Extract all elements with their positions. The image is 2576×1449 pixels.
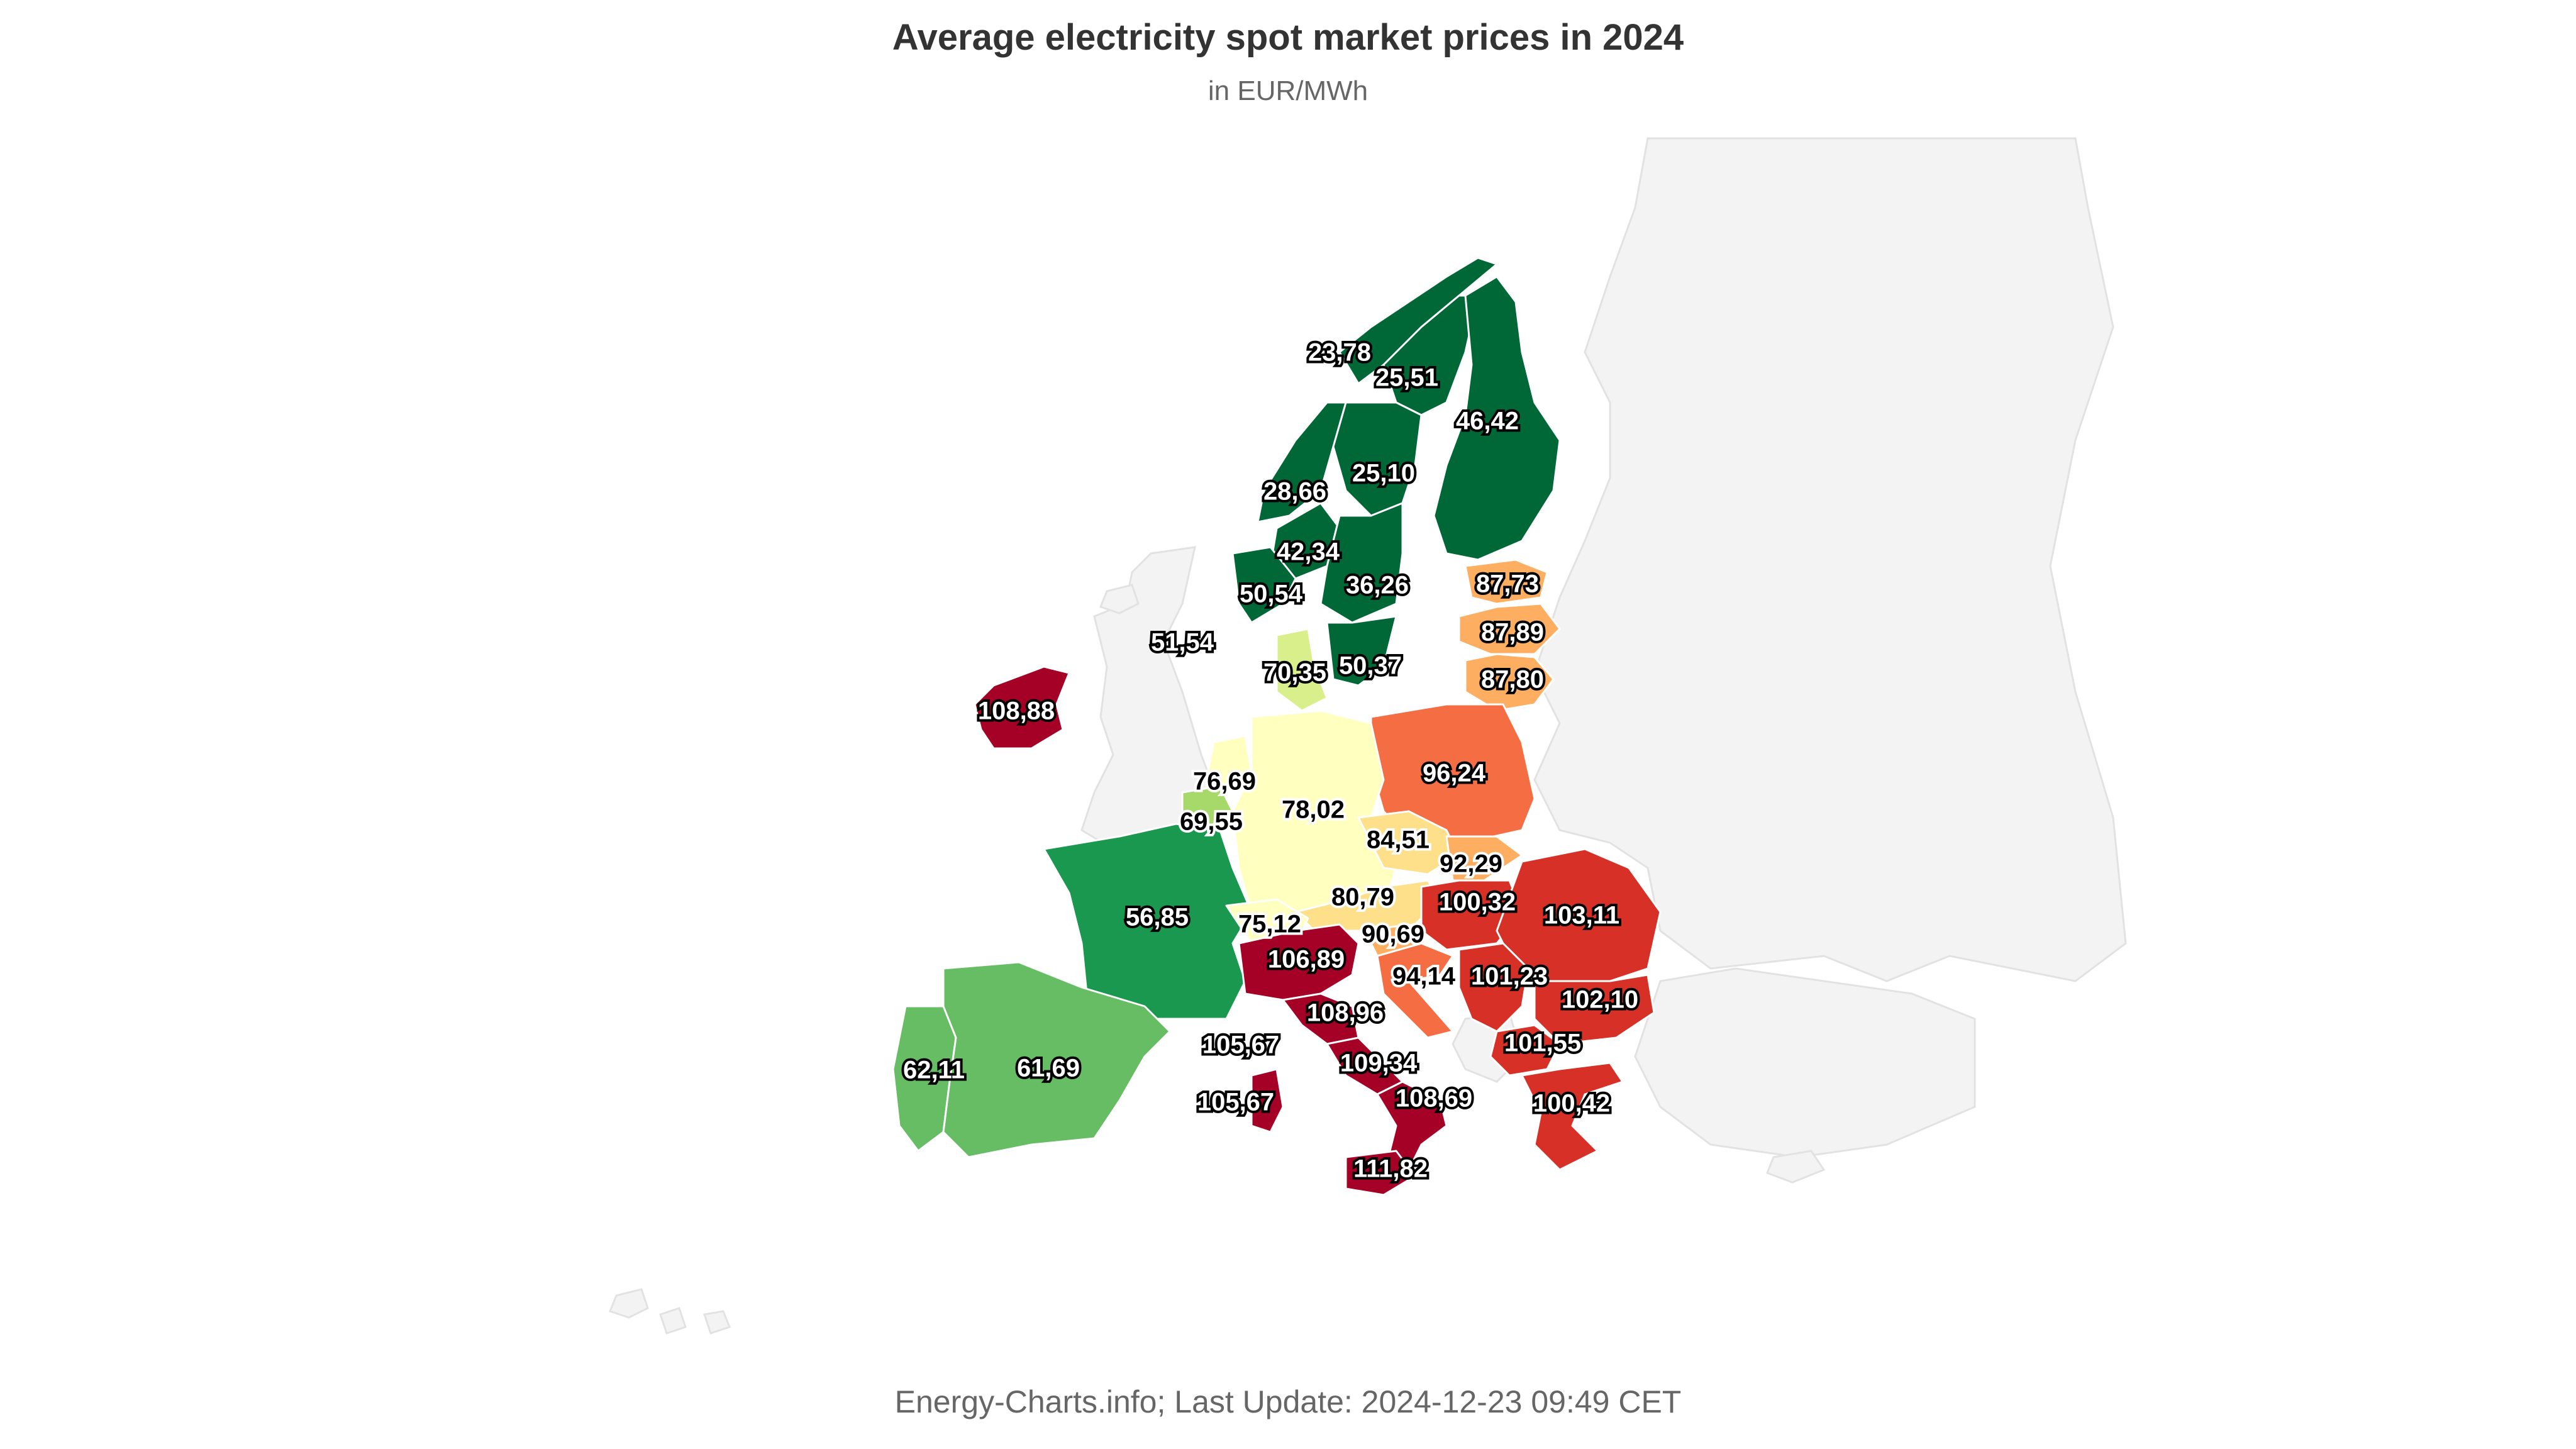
label-sk: 92,29 xyxy=(1440,850,1502,878)
iceland-faroe-land xyxy=(1099,584,1140,614)
zone-hr[interactable] xyxy=(1376,942,1454,1039)
label-nl: 76,69 xyxy=(1193,768,1256,796)
label-it-south: 108,69 xyxy=(1396,1085,1472,1113)
zone-rs[interactable] xyxy=(1458,942,1530,1033)
label-bg: 102,10 xyxy=(1562,986,1638,1014)
label-rs: 101,23 xyxy=(1471,963,1548,991)
zone-it-north[interactable] xyxy=(1238,923,1360,1001)
zone-it-sicily[interactable] xyxy=(1345,1150,1416,1196)
zone-mk[interactable] xyxy=(1489,1024,1561,1077)
cyprus-land xyxy=(1766,1150,1826,1184)
zone-lt[interactable] xyxy=(1464,653,1555,712)
zone-it-south[interactable] xyxy=(1376,1080,1448,1171)
label-no1: 42,34 xyxy=(1277,538,1340,566)
label-de-lu: 78,02 xyxy=(1282,796,1345,824)
label-it-sardinia-2: 105,67 xyxy=(1197,1089,1274,1116)
zone-nl[interactable] xyxy=(1206,735,1253,787)
source-footer: Energy-Charts.info; Last Update: 2024-12… xyxy=(894,1384,1682,1419)
label-cz: 84,51 xyxy=(1367,826,1430,854)
russia-belarus-ukraine-land xyxy=(1533,137,2127,982)
zone-pl[interactable] xyxy=(1370,703,1536,844)
price-labels: 23,78 25,51 46,42 25,10 28,66 42,34 50,5… xyxy=(901,336,1641,1185)
label-no2: 50,54 xyxy=(1240,580,1303,608)
label-it-north: 106,89 xyxy=(1268,946,1345,974)
label-it-centre-north: 108,96 xyxy=(1307,999,1384,1027)
label-fr: 56,85 xyxy=(1126,904,1189,931)
zone-ee[interactable] xyxy=(1464,558,1548,605)
label-mk: 101,55 xyxy=(1504,1030,1581,1057)
label-pl: 96,24 xyxy=(1423,760,1486,787)
label-ch: 75,12 xyxy=(1238,911,1301,938)
zone-bg[interactable] xyxy=(1533,974,1655,1045)
background-land xyxy=(609,137,2127,1335)
zone-se4[interactable] xyxy=(1326,615,1397,687)
zone-gr[interactable] xyxy=(1521,1062,1624,1171)
label-it-sicily: 111,82 xyxy=(1353,1155,1428,1183)
label-hu: 100,32 xyxy=(1439,889,1516,916)
label-no4: 23,78 xyxy=(1308,339,1371,367)
turkey-land xyxy=(1634,967,1976,1158)
zone-it-sardinia[interactable] xyxy=(1250,1068,1284,1133)
label-pt: 62,11 xyxy=(903,1057,965,1084)
zone-es[interactable] xyxy=(942,961,1171,1158)
label-se1: 25,51 xyxy=(1375,364,1438,392)
label-it-sardinia: 105,67 xyxy=(1202,1031,1279,1059)
zone-no4[interactable] xyxy=(1338,257,1498,385)
label-se4: 50,37 xyxy=(1339,652,1402,680)
label-at: 80,79 xyxy=(1331,884,1394,911)
zone-lv[interactable] xyxy=(1458,602,1561,655)
zone-se3[interactable] xyxy=(1319,502,1404,624)
map-subtitle: in EUR/MWh xyxy=(1208,75,1368,106)
label-ie: 108,88 xyxy=(978,697,1055,725)
label-lt: 87,80 xyxy=(1481,666,1544,694)
label-no5: 51,54 xyxy=(1151,629,1214,657)
label-lv: 87,89 xyxy=(1481,619,1544,647)
bidding-zones xyxy=(892,257,1662,1196)
label-be: 69,55 xyxy=(1180,808,1243,836)
atlantic-islands-land xyxy=(609,1288,731,1335)
label-no3: 28,66 xyxy=(1263,478,1326,506)
label-dk: 70,35 xyxy=(1263,659,1326,687)
zone-ie[interactable] xyxy=(974,665,1070,750)
label-se3: 36,26 xyxy=(1346,572,1409,599)
map-title: Average electricity spot market prices i… xyxy=(892,17,1684,58)
zone-dk[interactable] xyxy=(1275,628,1328,712)
label-ee: 87,73 xyxy=(1476,570,1539,598)
label-ro: 103,11 xyxy=(1544,902,1619,930)
label-es: 61,69 xyxy=(1017,1055,1080,1082)
label-gr: 100,42 xyxy=(1533,1090,1610,1118)
zone-no3[interactable] xyxy=(1257,401,1347,523)
zone-be[interactable] xyxy=(1181,785,1234,831)
label-it-centre-south: 109,34 xyxy=(1340,1050,1418,1077)
label-fi: 46,42 xyxy=(1456,408,1519,435)
label-si: 90,69 xyxy=(1362,921,1424,948)
zone-fi[interactable] xyxy=(1433,275,1561,561)
zone-no2[interactable] xyxy=(1231,546,1297,624)
zone-sk[interactable] xyxy=(1445,835,1523,882)
label-se2: 25,10 xyxy=(1352,460,1415,487)
label-hr: 94,14 xyxy=(1392,963,1456,991)
